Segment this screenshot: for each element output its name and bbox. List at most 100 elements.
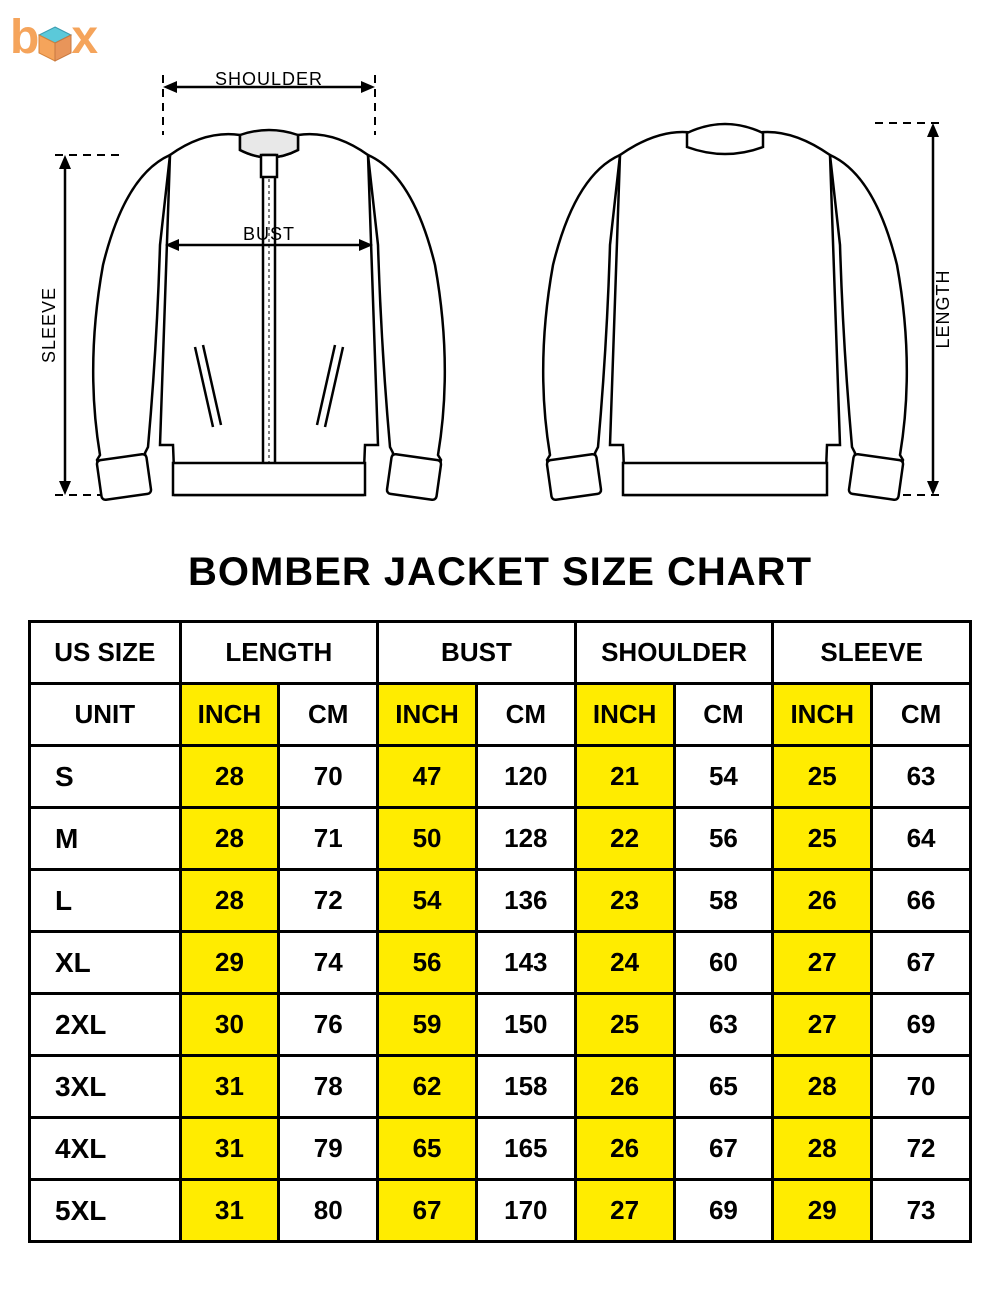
- shoulder-cm: 60: [674, 932, 773, 994]
- chart-title: BOMBER JACKET SIZE CHART: [0, 550, 1000, 595]
- length-in: 28: [180, 808, 279, 870]
- size-cell: 4XL: [30, 1118, 181, 1180]
- length-cm: 78: [279, 1056, 378, 1118]
- length-cm: 76: [279, 994, 378, 1056]
- shoulder-in: 22: [575, 808, 674, 870]
- length-cm: 74: [279, 932, 378, 994]
- sleeve-in: 27: [773, 994, 872, 1056]
- shoulder-cm: 56: [674, 808, 773, 870]
- table-row: 2XL30765915025632769: [30, 994, 971, 1056]
- shoulder-in: 26: [575, 1056, 674, 1118]
- length-in: 31: [180, 1118, 279, 1180]
- sleeve-cm: 63: [872, 746, 971, 808]
- table-row: XL29745614324602767: [30, 932, 971, 994]
- sleeve-in: 27: [773, 932, 872, 994]
- unit-cm: CM: [674, 684, 773, 746]
- sleeve-in: 25: [773, 746, 872, 808]
- bust-cm: 150: [476, 994, 575, 1056]
- sleeve-cm: 72: [872, 1118, 971, 1180]
- length-cm: 71: [279, 808, 378, 870]
- sleeve-cm: 66: [872, 870, 971, 932]
- length-in: 29: [180, 932, 279, 994]
- bust-in: 62: [378, 1056, 477, 1118]
- table-row: 5XL31806717027692973: [30, 1180, 971, 1242]
- unit-inch: INCH: [773, 684, 872, 746]
- shoulder-in: 23: [575, 870, 674, 932]
- length-in: 30: [180, 994, 279, 1056]
- shoulder-cm: 63: [674, 994, 773, 1056]
- length-cm: 80: [279, 1180, 378, 1242]
- length-in: 28: [180, 870, 279, 932]
- size-cell: XL: [30, 932, 181, 994]
- sleeve-cm: 70: [872, 1056, 971, 1118]
- bust-cm: 170: [476, 1180, 575, 1242]
- header-row: US SIZE LENGTH BUST SHOULDER SLEEVE: [30, 622, 971, 684]
- size-cell: 2XL: [30, 994, 181, 1056]
- unit-inch: INCH: [575, 684, 674, 746]
- table-row: 3XL31786215826652870: [30, 1056, 971, 1118]
- length-in: 31: [180, 1180, 279, 1242]
- table-row: S28704712021542563: [30, 746, 971, 808]
- shoulder-cm: 58: [674, 870, 773, 932]
- bust-in: 54: [378, 870, 477, 932]
- header-shoulder: SHOULDER: [575, 622, 773, 684]
- bust-cm: 136: [476, 870, 575, 932]
- header-size: US SIZE: [30, 622, 181, 684]
- jacket-front-diagram: SHOULDER SLEEVE: [25, 65, 495, 505]
- shoulder-cm: 65: [674, 1056, 773, 1118]
- sleeve-cm: 69: [872, 994, 971, 1056]
- shoulder-cm: 69: [674, 1180, 773, 1242]
- length-in: 28: [180, 746, 279, 808]
- bust-in: 56: [378, 932, 477, 994]
- sleeve-in: 28: [773, 1056, 872, 1118]
- length-cm: 70: [279, 746, 378, 808]
- sleeve-cm: 64: [872, 808, 971, 870]
- header-bust: BUST: [378, 622, 576, 684]
- bust-cm: 128: [476, 808, 575, 870]
- unit-cm: CM: [872, 684, 971, 746]
- bust-cm: 120: [476, 746, 575, 808]
- shoulder-cm: 67: [674, 1118, 773, 1180]
- length-label: LENGTH: [933, 269, 953, 348]
- sleeve-label: SLEEVE: [39, 287, 59, 363]
- bust-cm: 165: [476, 1118, 575, 1180]
- shoulder-in: 25: [575, 994, 674, 1056]
- bust-in: 50: [378, 808, 477, 870]
- size-cell: 3XL: [30, 1056, 181, 1118]
- shoulder-in: 27: [575, 1180, 674, 1242]
- sleeve-in: 29: [773, 1180, 872, 1242]
- shoulder-in: 24: [575, 932, 674, 994]
- bust-label: BUST: [243, 224, 295, 244]
- size-cell: L: [30, 870, 181, 932]
- length-in: 31: [180, 1056, 279, 1118]
- bust-cm: 143: [476, 932, 575, 994]
- sleeve-in: 25: [773, 808, 872, 870]
- length-cm: 72: [279, 870, 378, 932]
- size-cell: M: [30, 808, 181, 870]
- shoulder-in: 26: [575, 1118, 674, 1180]
- bust-in: 65: [378, 1118, 477, 1180]
- sleeve-cm: 67: [872, 932, 971, 994]
- table-row: L28725413623582666: [30, 870, 971, 932]
- sleeve-in: 28: [773, 1118, 872, 1180]
- sleeve-cm: 73: [872, 1180, 971, 1242]
- header-sleeve: SLEEVE: [773, 622, 971, 684]
- table-row: 4XL31796516526672872: [30, 1118, 971, 1180]
- size-chart-table: US SIZE LENGTH BUST SHOULDER SLEEVE UNIT…: [28, 620, 972, 1243]
- shoulder-cm: 54: [674, 746, 773, 808]
- jacket-diagram-area: SHOULDER SLEEVE: [20, 40, 980, 530]
- unit-inch: INCH: [180, 684, 279, 746]
- shoulder-label: SHOULDER: [215, 69, 323, 89]
- bust-in: 67: [378, 1180, 477, 1242]
- size-cell: 5XL: [30, 1180, 181, 1242]
- bust-cm: 158: [476, 1056, 575, 1118]
- size-cell: S: [30, 746, 181, 808]
- length-cm: 79: [279, 1118, 378, 1180]
- unit-cm: CM: [279, 684, 378, 746]
- unit-cm: CM: [476, 684, 575, 746]
- sleeve-in: 26: [773, 870, 872, 932]
- table-row: M28715012822562564: [30, 808, 971, 870]
- shoulder-in: 21: [575, 746, 674, 808]
- unit-label: UNIT: [30, 684, 181, 746]
- header-length: LENGTH: [180, 622, 378, 684]
